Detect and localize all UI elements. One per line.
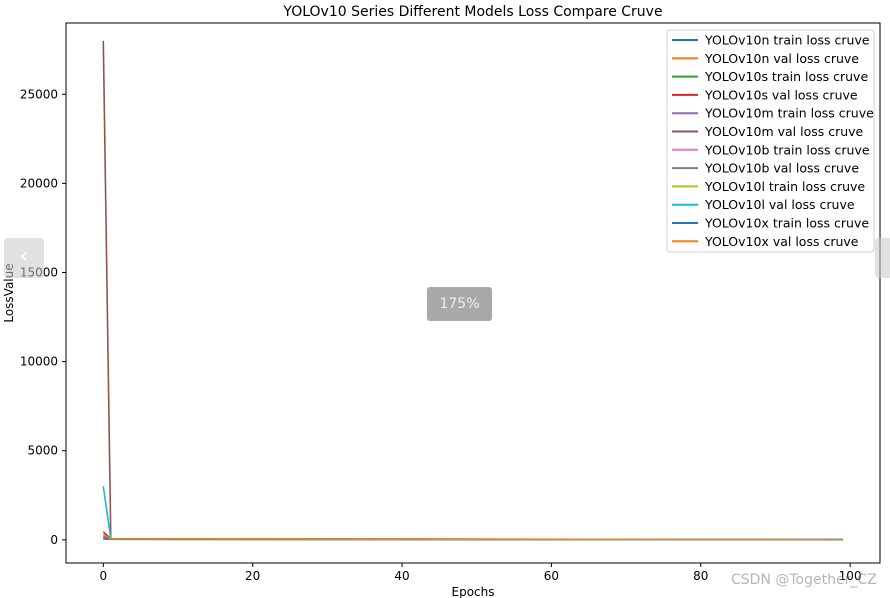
x-tick-label: 80 (693, 569, 708, 583)
legend-label: YOLOv10s val loss cruve (704, 87, 858, 102)
y-tick-label: 5000 (27, 444, 58, 458)
legend-label: YOLOv10m train loss cruve (704, 106, 874, 121)
x-tick-label: 60 (544, 569, 559, 583)
legend-label: YOLOv10b train loss cruve (704, 142, 870, 157)
y-tick-label: 10000 (20, 355, 58, 369)
y-axis: 0500010000150002000025000 (20, 87, 66, 547)
x-axis: 0 20 40 60 80 100 (100, 563, 862, 583)
legend-label: YOLOv10m val loss cruve (704, 124, 864, 139)
x-tick-label: 100 (839, 569, 862, 583)
series-line (102, 533, 843, 541)
legend-label: YOLOv10l train loss cruve (704, 179, 865, 194)
x-axis-label: Epochs (452, 585, 495, 598)
legend-label: YOLOv10s train loss cruve (704, 69, 868, 84)
x-tick-label: 20 (245, 569, 260, 583)
prev-image-button[interactable]: ‹ (4, 238, 44, 278)
legend-label: YOLOv10l val loss cruve (704, 197, 855, 212)
y-axis-label: LossValue (2, 263, 16, 322)
legend-label: YOLOv10x train loss cruve (704, 216, 869, 231)
next-image-button[interactable] (875, 238, 890, 278)
zoom-level-badge: 175% (427, 287, 492, 321)
watermark-text: CSDN @Together_CZ (731, 572, 877, 588)
y-tick-label: 20000 (20, 176, 58, 190)
legend-label: YOLOv10n val loss cruve (704, 51, 859, 66)
y-tick-label: 0 (50, 533, 58, 547)
x-tick-label: 0 (100, 569, 108, 583)
legend-box (666, 29, 875, 253)
legend: YOLOv10n train loss cruve YOLOv10n val lo… (666, 29, 875, 253)
legend-label: YOLOv10x val loss cruve (704, 234, 859, 249)
x-tick-label: 40 (394, 569, 409, 583)
series-lines (102, 40, 843, 541)
chart-title: YOLOv10 Series Different Models Loss Com… (282, 4, 662, 20)
legend-label: YOLOv10n train loss cruve (704, 33, 870, 48)
chevron-left-icon: ‹ (19, 244, 29, 269)
legend-label: YOLOv10b val loss cruve (704, 161, 859, 176)
y-tick-label: 25000 (20, 87, 58, 101)
